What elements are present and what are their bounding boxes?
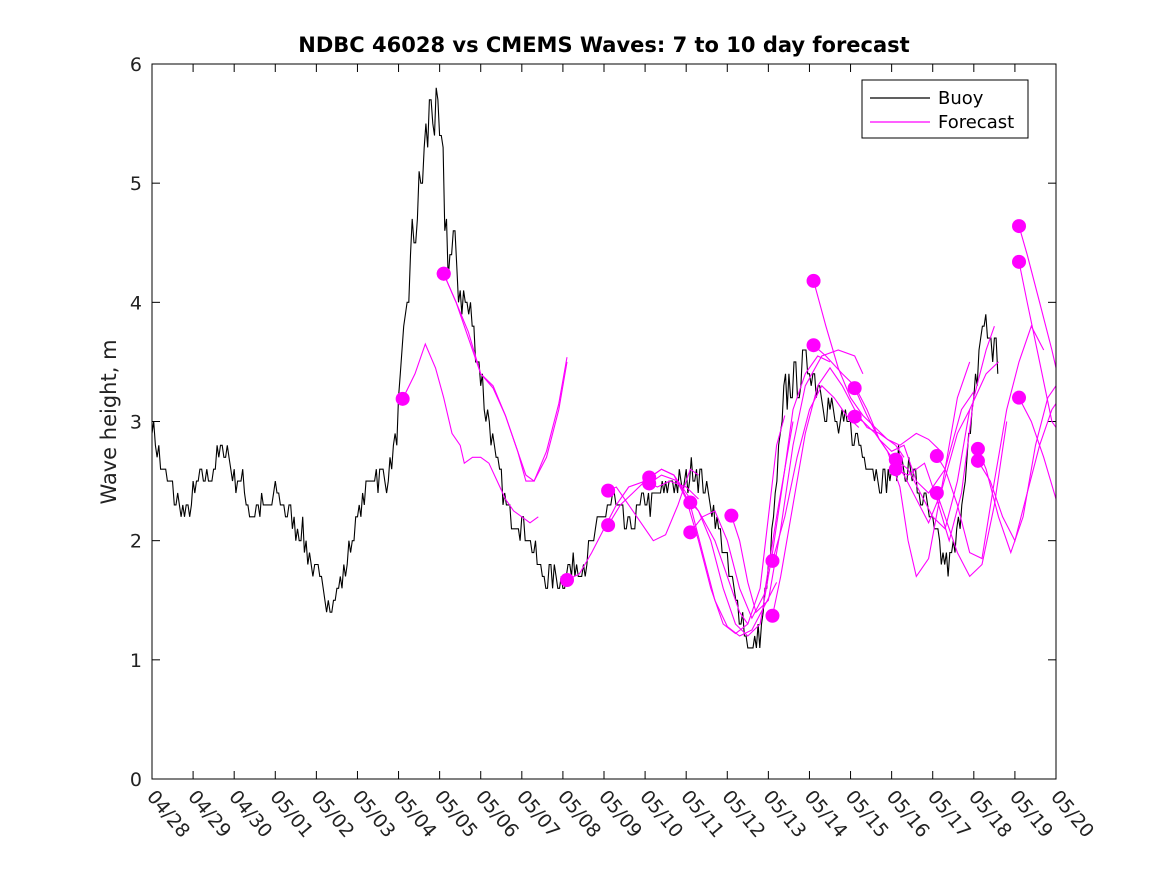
forecast-line [443, 273, 568, 482]
forecast-start-marker [395, 391, 410, 406]
forecast-start-marker [929, 486, 944, 500]
forecast-line [1018, 397, 1057, 500]
forecast-start-marker [1012, 390, 1027, 405]
y-tick-label: 3 [130, 412, 142, 434]
forecast-line [648, 415, 786, 635]
forecast-start-marker [683, 525, 698, 540]
forecast-line [648, 474, 778, 637]
y-axis-label: Wave height, m [97, 339, 121, 504]
forecast-start-marker [806, 273, 821, 288]
forecast-start-marker [847, 381, 862, 396]
forecast-line [977, 403, 1057, 543]
ticks-layer [151, 63, 1057, 780]
forecast-line [854, 361, 971, 578]
forecast-start-marker [765, 608, 780, 623]
forecast-start-markers [395, 219, 1027, 623]
forecast-start-marker [436, 266, 451, 281]
forecast-start-marker [888, 462, 903, 477]
forecast-line [936, 421, 1008, 578]
forecast-start-marker [806, 338, 821, 353]
forecast-line [607, 468, 699, 542]
forecast-line [566, 480, 699, 581]
forecast-line [854, 387, 971, 525]
y-tick-label: 0 [130, 769, 142, 791]
legend-forecast-label: Forecast [938, 112, 1014, 133]
forecast-start-marker [765, 553, 780, 568]
y-tick-labels: 0 1 2 3 4 5 6 [130, 54, 142, 791]
forecast-line [936, 324, 1045, 560]
chart-title: NDBC 46028 vs CMEMS Waves: 7 to 10 day f… [298, 33, 909, 57]
forecast-start-marker [1012, 219, 1027, 234]
y-tick-label: 5 [130, 173, 142, 195]
forecast-line [689, 355, 831, 637]
forecast-line [813, 280, 942, 452]
forecast-line [689, 421, 794, 620]
forecast-start-marker [970, 453, 985, 468]
forecast-line [771, 366, 905, 616]
legend-box [861, 79, 1029, 139]
forecast-start-marker [601, 483, 616, 498]
forecast-line [1018, 261, 1057, 428]
y-tick-label: 1 [130, 650, 142, 672]
forecast-start-marker [601, 518, 616, 533]
forecast-line [402, 342, 539, 524]
forecast-line [730, 349, 864, 614]
forecast-start-marker [560, 572, 575, 587]
forecast-line [1018, 225, 1057, 369]
forecast-line [895, 326, 995, 543]
forecast-start-marker [1012, 254, 1027, 269]
plot-frame [151, 63, 1057, 780]
forecast-start-marker [724, 508, 739, 523]
y-tick-label: 4 [130, 292, 142, 314]
forecast-start-marker [683, 495, 698, 510]
legend: Buoy Forecast [861, 79, 1029, 139]
y-tick-label: 2 [130, 531, 142, 553]
forecast-start-marker [642, 476, 657, 491]
forecast-start-marker [929, 449, 944, 464]
forecast-start-marker [970, 441, 985, 456]
forecast-start-marker [847, 409, 862, 424]
legend-buoy-label: Buoy [938, 88, 984, 109]
forecast-line [771, 384, 860, 562]
forecast-series [402, 225, 1057, 637]
y-tick-label: 6 [130, 54, 142, 76]
